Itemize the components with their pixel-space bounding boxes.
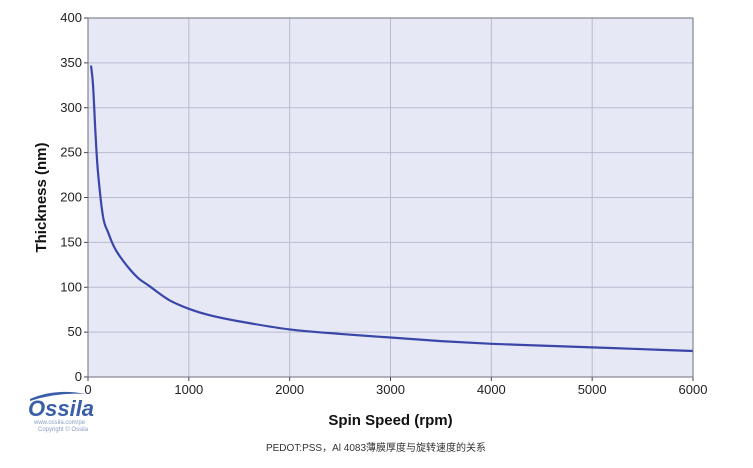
y-tick-label: 100 — [60, 279, 82, 294]
series-line — [89, 65, 694, 353]
y-tick-label: 0 — [75, 369, 82, 384]
figure-caption: PEDOT:PSS，Al 4083薄膜厚度与旋转速度的关系 — [266, 441, 486, 454]
tick-labels: 0 1000 2000 3000 4000 5000 6000 0 50 100 150 200 250… — [60, 10, 707, 397]
logo-name: Ossila — [28, 396, 94, 421]
axes — [84, 17, 694, 381]
x-tick-label: 5000 — [578, 382, 607, 397]
plot-frame — [87, 17, 694, 378]
y-tick-label: 400 — [60, 10, 82, 25]
logo-copyright: Copyright © Ossila — [38, 426, 89, 433]
x-tick-label: 0 — [84, 382, 91, 397]
x-tick-label: 2000 — [275, 382, 304, 397]
logo-swoosh — [30, 391, 86, 401]
x-tick-label: 6000 — [679, 382, 708, 397]
x-tick-label: 3000 — [376, 382, 405, 397]
y-axis-title: Thickness (nm) — [33, 142, 50, 252]
series-layer — [89, 65, 694, 353]
y-tick-label: 250 — [60, 145, 82, 160]
x-tick-label: 1000 — [174, 382, 203, 397]
y-tick-label: 150 — [60, 234, 82, 249]
x-tick-label: 4000 — [477, 382, 506, 397]
logo-url: www.ossila.com/pe — [33, 420, 86, 426]
y-tick-label: 50 — [68, 324, 82, 339]
x-axis-title: Spin Speed (rpm) — [328, 412, 452, 429]
y-tick-label: 200 — [60, 190, 82, 205]
ossila-logo: Ossila www.ossila.com/pe Copyright © Oss… — [28, 391, 94, 433]
y-tick-label: 350 — [60, 55, 82, 70]
y-tick-label: 300 — [60, 100, 82, 115]
